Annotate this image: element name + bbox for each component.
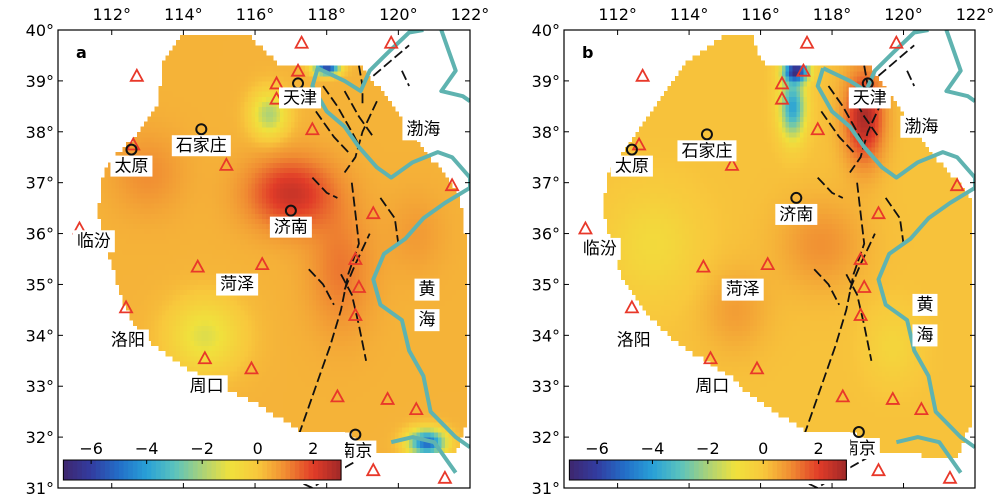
station-triangle-icon	[131, 70, 143, 81]
y-tick-label: 31°	[26, 479, 54, 498]
x-tick-label: 118°	[813, 5, 852, 24]
station-triangle-icon	[801, 37, 813, 48]
place-label: 菏泽	[726, 280, 760, 300]
city-label: 石家庄	[176, 136, 227, 156]
panel-letter: b	[582, 43, 593, 62]
city-label: 济南	[779, 205, 813, 225]
station-triangle-icon	[637, 70, 649, 81]
colorbar-tick-label: 0	[253, 439, 263, 458]
y-tick-label: 32°	[26, 428, 54, 447]
colorbar-tick-label: −2	[190, 439, 214, 458]
city-label: 济南	[274, 218, 308, 238]
colorbar-tick-label: −2	[696, 439, 720, 458]
station-triangle-icon	[626, 301, 638, 312]
colorbar-tick-label: −4	[641, 439, 665, 458]
colorbar-tick-label: 2	[814, 439, 824, 458]
x-tick-label: 114°	[670, 5, 709, 24]
x-tick-label: 122°	[451, 5, 490, 24]
place-label: 临汾	[583, 239, 617, 259]
panel-letter: a	[76, 43, 87, 62]
y-tick-label: 36°	[532, 225, 560, 244]
city-label: 石家庄	[681, 141, 732, 161]
place-label: 周口	[190, 376, 224, 396]
city-label: 天津	[283, 88, 317, 108]
place-label: 菏泽	[220, 275, 254, 295]
x-tick-label: 112°	[92, 5, 131, 24]
place-label: 海	[916, 325, 933, 345]
fault-line	[907, 71, 914, 86]
place-label: 渤海	[406, 119, 440, 139]
colorbar-tick-label: −6	[79, 439, 103, 458]
x-tick-label: 116°	[741, 5, 780, 24]
city-label: 太原	[615, 157, 649, 177]
place-label: 洛阳	[617, 331, 651, 351]
y-tick-label: 40°	[532, 21, 560, 40]
y-tick-label: 34°	[26, 326, 54, 345]
place-label: 黄	[916, 295, 933, 315]
y-tick-label: 31°	[532, 479, 560, 498]
y-tick-label: 39°	[26, 72, 54, 91]
y-tick-label: 35°	[532, 275, 560, 294]
y-tick-label: 34°	[532, 326, 560, 345]
city-label: 天津	[853, 88, 887, 108]
fault-line	[402, 71, 409, 86]
colorbar: −6 −4 −2 0 2	[565, 432, 850, 484]
colorbar-tick-label: 0	[758, 439, 768, 458]
y-tick-label: 40°	[26, 21, 54, 40]
station-triangle-icon	[873, 464, 885, 475]
coastline-segment	[441, 30, 470, 101]
city-label: 太原	[114, 157, 148, 177]
x-tick-label: 122°	[956, 5, 995, 24]
station-triangle-icon	[296, 37, 308, 48]
place-label: 临汾	[77, 231, 111, 251]
y-tick-label: 38°	[532, 123, 560, 142]
station-triangle-icon	[579, 222, 591, 233]
y-tick-label: 37°	[532, 174, 560, 193]
y-tick-label: 35°	[26, 275, 54, 294]
y-tick-label: 37°	[26, 174, 54, 193]
y-tick-label: 32°	[532, 428, 560, 447]
station-triangle-icon	[944, 472, 956, 483]
x-tick-label: 118°	[307, 5, 346, 24]
y-tick-label: 33°	[532, 377, 560, 396]
x-tick-label: 116°	[236, 5, 275, 24]
coastline-segment	[946, 30, 975, 101]
anomaly-field	[603, 35, 972, 458]
place-label: 海	[419, 310, 436, 330]
place-label: 洛阳	[111, 331, 145, 351]
station-triangle-icon	[367, 464, 379, 475]
place-label: 黄	[419, 280, 436, 300]
x-tick-label: 112°	[598, 5, 637, 24]
y-tick-label: 38°	[26, 123, 54, 142]
station-triangle-icon	[439, 472, 451, 483]
x-tick-label: 114°	[164, 5, 203, 24]
y-tick-label: 36°	[26, 225, 54, 244]
place-label: 周口	[695, 376, 729, 396]
colorbar: −6 −4 −2 0 2	[59, 432, 345, 484]
colorbar-tick-label: 2	[308, 439, 318, 458]
y-tick-label: 39°	[532, 72, 560, 91]
place-label: 渤海	[904, 117, 938, 137]
x-tick-label: 120°	[884, 5, 923, 24]
colorbar-tick-label: −4	[135, 439, 159, 458]
x-tick-label: 120°	[379, 5, 418, 24]
station-triangle-icon	[890, 37, 902, 48]
colorbar-tick-label: −6	[585, 439, 609, 458]
station-triangle-icon	[385, 37, 397, 48]
y-tick-label: 33°	[26, 377, 54, 396]
